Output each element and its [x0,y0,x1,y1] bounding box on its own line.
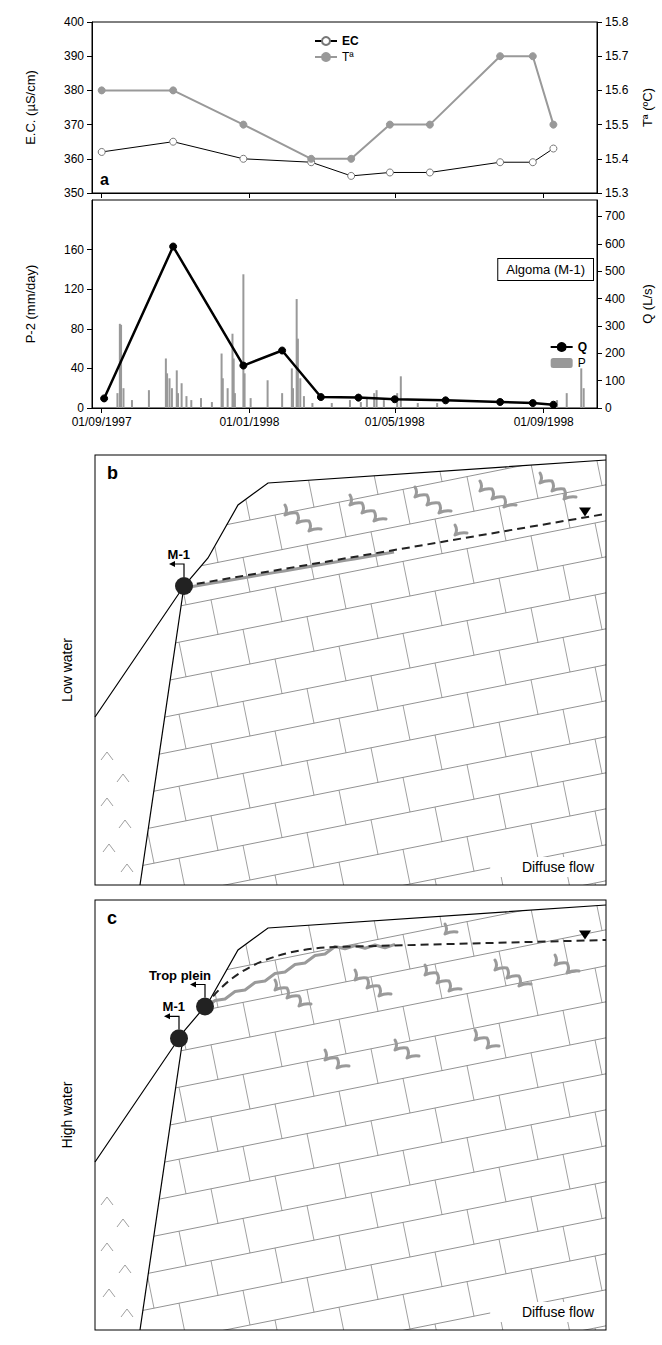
svg-text:M-1: M-1 [168,547,190,562]
svg-text:15.6: 15.6 [605,83,629,97]
svg-text:500: 500 [605,264,625,278]
svg-text:360: 360 [64,152,84,166]
svg-text:350: 350 [64,186,84,200]
svg-text:120: 120 [64,282,84,296]
svg-text:EC: EC [342,34,359,48]
svg-text:200: 200 [605,346,625,360]
svg-text:E.C. (µS/cm): E.C. (µS/cm) [23,70,38,145]
svg-text:01/05/1998: 01/05/1998 [365,415,425,429]
svg-text:Tª (ºC): Tª (ºC) [640,88,655,127]
svg-text:Low water: Low water [59,638,75,702]
svg-text:380: 380 [64,83,84,97]
svg-text:Diffuse flow: Diffuse flow [522,859,595,875]
svg-text:40: 40 [71,361,85,375]
svg-text:b: b [107,463,118,483]
svg-text:160: 160 [64,243,84,257]
svg-text:0: 0 [77,401,84,415]
svg-text:15.8: 15.8 [605,15,629,29]
svg-text:High water: High water [59,1081,75,1148]
svg-text:15.5: 15.5 [605,118,629,132]
svg-text:c: c [107,908,117,928]
svg-text:P: P [578,356,586,370]
svg-text:600: 600 [605,237,625,251]
svg-text:P-2 (mm/day): P-2 (mm/day) [23,265,38,344]
svg-text:a: a [100,171,109,188]
svg-text:0: 0 [605,401,612,415]
svg-text:80: 80 [71,322,85,336]
svg-text:400: 400 [605,292,625,306]
svg-text:300: 300 [605,319,625,333]
svg-text:Q (L/s): Q (L/s) [640,284,655,324]
svg-text:100: 100 [605,374,625,388]
svg-text:15.3: 15.3 [605,186,629,200]
svg-text:01/09/1997: 01/09/1997 [72,415,132,429]
svg-text:400: 400 [64,15,84,29]
svg-text:370: 370 [64,118,84,132]
svg-text:Algoma (M-1): Algoma (M-1) [506,262,585,277]
svg-text:15.4: 15.4 [605,152,629,166]
svg-text:15.7: 15.7 [605,49,629,63]
svg-text:390: 390 [64,49,84,63]
svg-text:01/01/1998: 01/01/1998 [219,415,279,429]
svg-text:M-1: M-1 [163,999,185,1014]
svg-text:Tª: Tª [342,50,354,64]
svg-text:01/09/1998: 01/09/1998 [514,415,574,429]
svg-text:Diffuse flow: Diffuse flow [522,1304,595,1320]
svg-text:Q: Q [578,340,587,354]
svg-text:700: 700 [605,209,625,223]
svg-text:Trop plein: Trop plein [149,968,211,983]
